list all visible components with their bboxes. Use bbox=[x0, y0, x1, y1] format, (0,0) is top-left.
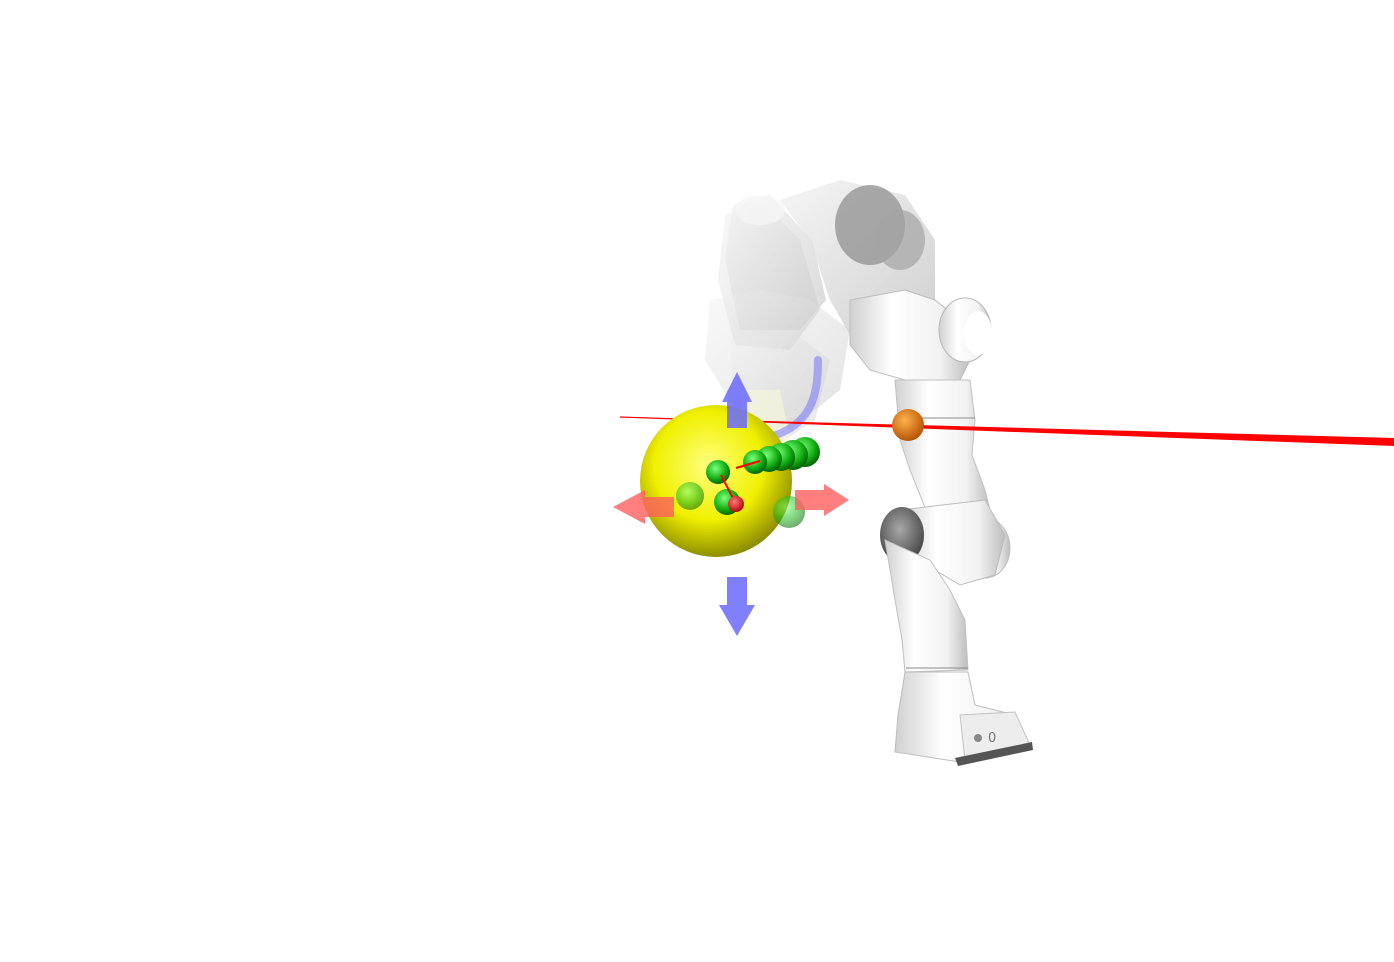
base-screw-icon bbox=[974, 734, 982, 742]
move-right-arrow[interactable] bbox=[795, 484, 849, 516]
franka-panda-arm[interactable]: 0 bbox=[849, 289, 1033, 766]
trajectory-path bbox=[766, 356, 822, 441]
move-left-arrow[interactable] bbox=[613, 490, 674, 524]
move-up-arrow[interactable] bbox=[722, 372, 752, 428]
move-down-arrow[interactable] bbox=[719, 577, 755, 636]
base-label: 0 bbox=[988, 731, 996, 746]
waypoint-markers[interactable] bbox=[676, 437, 820, 528]
current-waypoint[interactable] bbox=[728, 496, 744, 512]
ray-hit-marker[interactable] bbox=[892, 409, 924, 441]
